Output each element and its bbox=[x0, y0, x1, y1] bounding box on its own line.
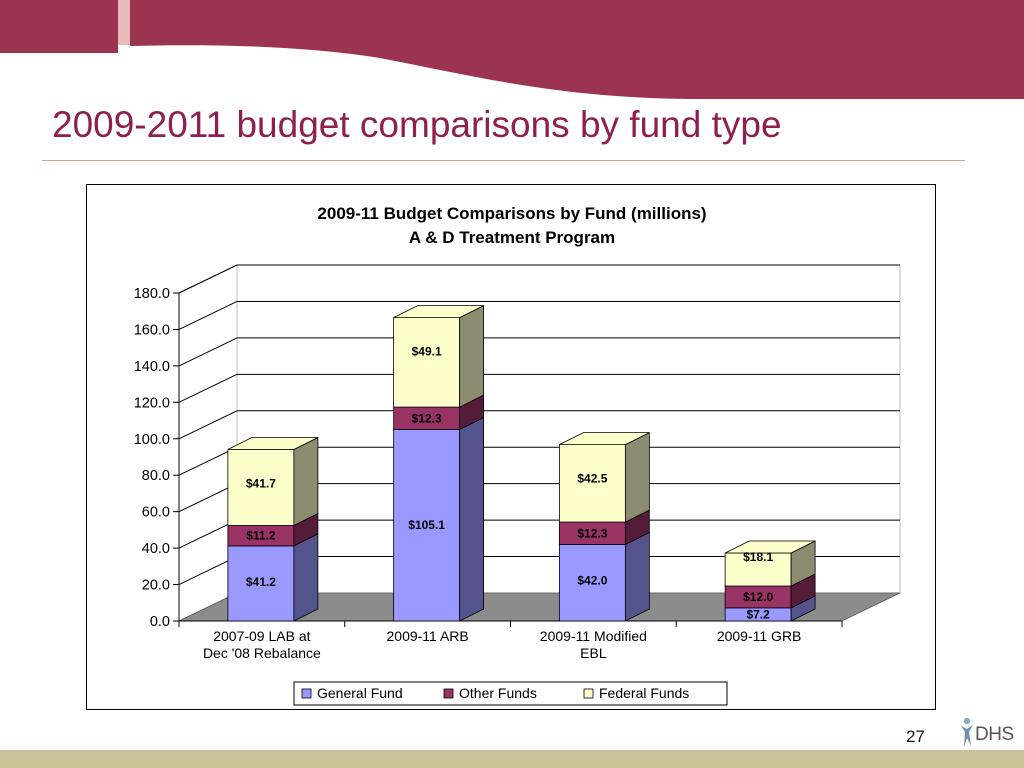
legend-box bbox=[293, 681, 728, 706]
gridline-side bbox=[178, 556, 238, 586]
bar-segment bbox=[558, 544, 626, 622]
data-label: $41.2 bbox=[246, 575, 276, 589]
data-label: $12.3 bbox=[577, 526, 607, 540]
slide-title: 2009-2011 budget comparisons by fund typ… bbox=[52, 104, 782, 145]
bar-top bbox=[227, 437, 319, 450]
x-category-label: 2007-09 LAB at bbox=[213, 628, 310, 644]
x-category-label: 2009-11 GRB bbox=[717, 628, 802, 644]
gridline-side bbox=[178, 519, 238, 549]
data-label: $42.0 bbox=[577, 573, 607, 587]
footer-band bbox=[0, 750, 1024, 768]
chart-title: A & D Treatment Program bbox=[409, 228, 615, 247]
y-tick-label: 160.0 bbox=[134, 322, 170, 338]
y-tick-label: 180.0 bbox=[134, 286, 170, 302]
data-label: $49.1 bbox=[412, 345, 442, 359]
bar-segment-side bbox=[624, 531, 650, 622]
x-category-label: 2009-11 ARB bbox=[387, 628, 469, 644]
budget-chart: 0.0 20.0 40.0 60.0 80.0 100.0 120.0 140.0 160.0 1… bbox=[134, 204, 901, 706]
y-tick-label: 60.0 bbox=[142, 505, 170, 521]
chart-frame: 0.0 20.0 40.0 60.0 80.0 100.0 120.0 140.0 160.0 1… bbox=[86, 184, 936, 710]
bar-segment bbox=[393, 429, 461, 622]
x-category-label: 2009-11 Modified bbox=[540, 628, 647, 644]
gridline-side bbox=[178, 410, 238, 440]
title-divider bbox=[42, 160, 965, 161]
legend-swatch bbox=[443, 688, 454, 699]
gridline-side bbox=[178, 373, 238, 403]
bar-segment bbox=[227, 449, 295, 526]
legend-label: Other Funds bbox=[459, 685, 537, 701]
data-label: $105.1 bbox=[408, 518, 445, 532]
bar-top bbox=[559, 432, 650, 446]
gridline-side bbox=[178, 446, 238, 476]
person-icon bbox=[961, 717, 973, 747]
logo-text: DHS bbox=[975, 724, 1014, 745]
bar-segment-side bbox=[459, 304, 485, 408]
data-label: $12.0 bbox=[743, 590, 773, 604]
gridline-side bbox=[178, 337, 238, 367]
x-category-label: Dec '08 Rebalance bbox=[203, 645, 321, 661]
page-number: 27 bbox=[906, 727, 925, 746]
gridline-side bbox=[178, 300, 238, 330]
header-band bbox=[0, 0, 1024, 110]
bar-segment-side bbox=[293, 533, 319, 622]
bar-segment-side bbox=[624, 431, 650, 523]
legend-label: General Fund bbox=[317, 685, 403, 701]
y-tick-label: 100.0 bbox=[134, 432, 170, 448]
legend-swatch bbox=[583, 688, 594, 699]
gridline-side bbox=[178, 264, 238, 294]
data-label: $7.2 bbox=[746, 607, 770, 621]
data-label: $41.7 bbox=[246, 477, 276, 491]
bar-segment-side bbox=[293, 436, 319, 527]
legend-label: Federal Funds bbox=[599, 685, 689, 701]
gridline-side bbox=[178, 483, 238, 513]
y-tick-label: 140.0 bbox=[134, 359, 170, 375]
data-label: $11.2 bbox=[246, 529, 276, 543]
y-tick-label: 0.0 bbox=[150, 614, 170, 630]
bar-segment-side bbox=[459, 416, 485, 622]
chart-title: 2009-11 Budget Comparisons by Fund (mill… bbox=[317, 204, 706, 223]
legend-swatch bbox=[301, 688, 312, 699]
x-category-label: EBL bbox=[580, 645, 607, 661]
dhs-logo: DHS bbox=[958, 716, 1014, 750]
y-tick-label: 40.0 bbox=[142, 541, 170, 557]
data-label: $18.1 bbox=[743, 550, 773, 564]
bar-top bbox=[724, 540, 816, 554]
y-tick-label: 120.0 bbox=[134, 395, 170, 411]
data-label: $12.3 bbox=[412, 411, 442, 425]
bar-top bbox=[393, 305, 484, 319]
bar-segment bbox=[393, 317, 461, 408]
y-tick-label: 20.0 bbox=[142, 578, 170, 594]
data-label: $42.5 bbox=[577, 472, 607, 486]
y-tick-label: 80.0 bbox=[142, 468, 170, 484]
